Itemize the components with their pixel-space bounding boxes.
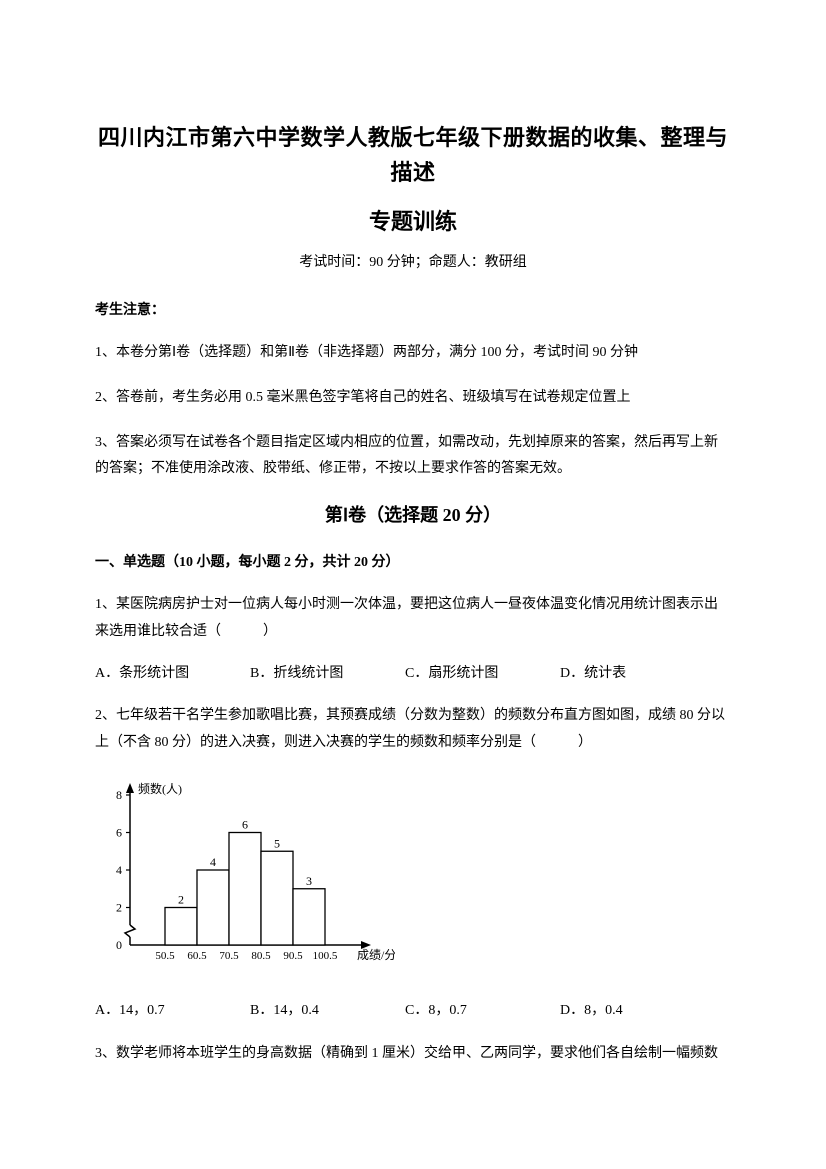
svg-text:频数(人): 频数(人): [138, 781, 182, 796]
histogram-chart: 0 2 4 6 8 频数(人) 2 4 6 5 3 50.5 60.5 70.5 80.5 90.5 100.5…: [95, 775, 731, 979]
svg-text:4: 4: [116, 863, 122, 877]
q1-option-d: D．统计表: [560, 663, 715, 685]
svg-text:2: 2: [116, 900, 122, 914]
document-title-line1: 四川内江市第六中学数学人教版七年级下册数据的收集、整理与描述: [95, 120, 731, 190]
q2-option-b: B．14，0.4: [250, 1000, 405, 1022]
svg-text:5: 5: [274, 836, 280, 850]
svg-text:80.5: 80.5: [251, 950, 271, 962]
svg-text:100.5: 100.5: [313, 950, 338, 962]
histogram-svg: 0 2 4 6 8 频数(人) 2 4 6 5 3 50.5 60.5 70.5 80.5 90.5 100.5…: [95, 775, 395, 970]
notice-item-2: 2、答卷前，考生务必用 0.5 毫米黑色签字笔将自己的姓名、班级填写在试卷规定位…: [95, 385, 731, 412]
q1-option-c: C．扇形统计图: [405, 663, 560, 685]
document-title-line2: 专题训练: [95, 204, 731, 239]
notice-item-3: 3、答案必须写在试卷各个题目指定区域内相应的位置，如需改动，先划掉原来的答案，然…: [95, 430, 731, 483]
svg-text:8: 8: [116, 788, 122, 802]
svg-text:90.5: 90.5: [283, 950, 303, 962]
svg-text:2: 2: [178, 892, 184, 906]
svg-text:6: 6: [242, 817, 248, 831]
part-1-heading: 一、单选题（10 小题，每小题 2 分，共计 20 分）: [95, 552, 731, 574]
svg-text:3: 3: [306, 873, 312, 887]
svg-text:0: 0: [116, 938, 122, 952]
svg-text:成绩/分: 成绩/分: [357, 948, 395, 962]
question-1-options: A．条形统计图 B．折线统计图 C．扇形统计图 D．统计表: [95, 663, 731, 685]
svg-text:4: 4: [210, 855, 216, 869]
svg-text:60.5: 60.5: [187, 950, 207, 962]
q1-option-b: B．折线统计图: [250, 663, 405, 685]
q2-option-c: C．8，0.7: [405, 1000, 560, 1022]
svg-text:6: 6: [116, 825, 122, 839]
q2-option-d: D．8，0.4: [560, 1000, 715, 1022]
q1-option-a: A．条形统计图: [95, 663, 250, 685]
section-1-title: 第Ⅰ卷（选择题 20 分）: [95, 501, 731, 530]
q2-option-a: A．14，0.7: [95, 1000, 250, 1022]
question-2-options: A．14，0.7 B．14，0.4 C．8，0.7 D．8，0.4: [95, 1000, 731, 1022]
notice-item-1: 1、本卷分第Ⅰ卷（选择题）和第Ⅱ卷（非选择题）两部分，满分 100 分，考试时间…: [95, 340, 731, 367]
exam-info: 考试时间：90 分钟；命题人：教研组: [95, 252, 731, 274]
question-3-text: 3、数学老师将本班学生的身高数据（精确到 1 厘米）交给甲、乙两同学，要求他们各…: [95, 1041, 731, 1068]
question-2-text: 2、七年级若干名学生参加歌唱比赛，其预赛成绩（分数为整数）的频数分布直方图如图，…: [95, 703, 731, 756]
notice-heading: 考生注意：: [95, 300, 731, 322]
question-1-text: 1、某医院病房护士对一位病人每小时测一次体温，要把这位病人一昼夜体温变化情况用统…: [95, 592, 731, 645]
svg-text:70.5: 70.5: [219, 950, 239, 962]
svg-text:50.5: 50.5: [155, 950, 175, 962]
